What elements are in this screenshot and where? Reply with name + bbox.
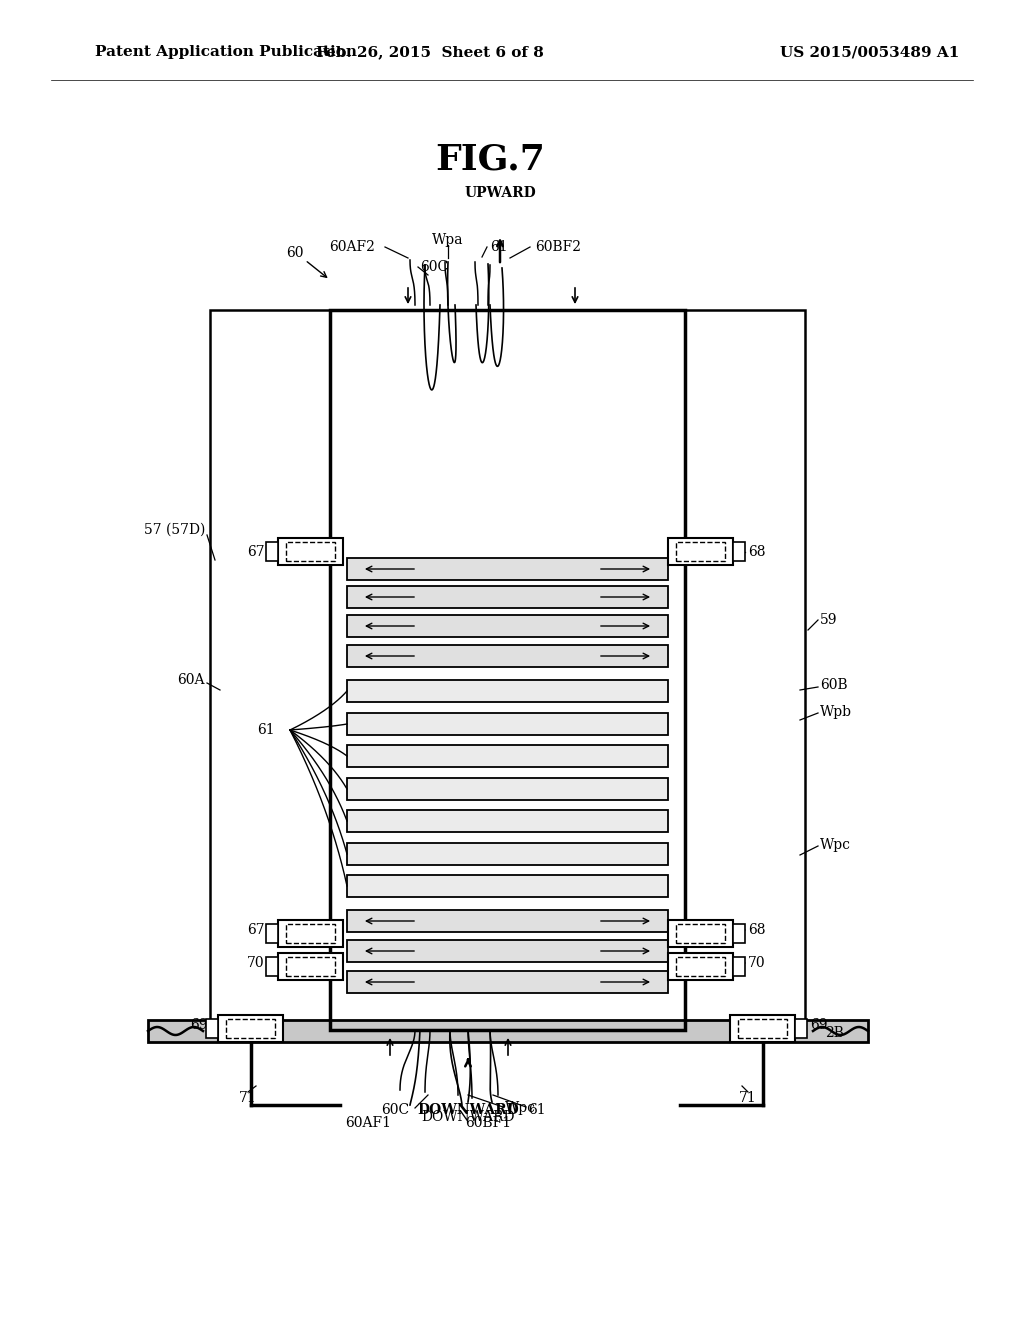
Bar <box>347 615 668 638</box>
Text: Wpb: Wpb <box>820 705 852 719</box>
Bar <box>330 310 685 1030</box>
Bar <box>347 875 668 898</box>
Text: 67: 67 <box>248 545 265 558</box>
Text: 69: 69 <box>190 1018 208 1032</box>
Bar <box>668 539 733 565</box>
Text: 60BF1: 60BF1 <box>465 1115 511 1130</box>
Text: 61: 61 <box>490 240 508 253</box>
Text: 60C: 60C <box>381 1104 409 1117</box>
Text: 2B: 2B <box>825 1026 844 1040</box>
Text: 68: 68 <box>748 545 766 558</box>
Bar <box>347 972 668 993</box>
Text: 60: 60 <box>287 246 304 260</box>
Bar <box>347 713 668 735</box>
Text: UPWARD: UPWARD <box>464 186 536 201</box>
Bar <box>676 957 725 975</box>
Bar <box>148 1020 868 1041</box>
Bar <box>210 310 805 1030</box>
Text: 61: 61 <box>528 1104 546 1117</box>
Bar <box>347 744 668 767</box>
Text: 69: 69 <box>810 1018 827 1032</box>
Text: 61: 61 <box>257 723 275 737</box>
Bar <box>738 1019 787 1038</box>
Bar <box>278 953 343 979</box>
Bar <box>347 586 668 609</box>
Text: Wpc: Wpc <box>820 838 851 851</box>
Bar <box>730 1015 795 1041</box>
Bar <box>218 1015 283 1041</box>
Text: 71: 71 <box>240 1092 257 1105</box>
Bar <box>286 543 335 561</box>
Bar <box>266 957 278 975</box>
Text: 70: 70 <box>248 956 265 970</box>
Bar <box>278 539 343 565</box>
Text: US 2015/0053489 A1: US 2015/0053489 A1 <box>780 45 959 59</box>
Text: DOWNWARD: DOWNWARD <box>417 1104 519 1117</box>
Bar <box>733 543 745 561</box>
Text: 60AF2: 60AF2 <box>329 240 375 253</box>
Bar <box>347 777 668 800</box>
Text: DOWNWARD: DOWNWARD <box>421 1110 515 1125</box>
Text: 60B: 60B <box>820 678 848 692</box>
Text: 71: 71 <box>739 1092 757 1105</box>
Bar <box>347 940 668 962</box>
Bar <box>347 810 668 832</box>
Bar <box>286 924 335 942</box>
Text: FIG.7: FIG.7 <box>435 143 545 177</box>
Text: 60BF2: 60BF2 <box>535 240 581 253</box>
Bar <box>347 843 668 865</box>
Text: Patent Application Publication: Patent Application Publication <box>95 45 357 59</box>
Bar <box>226 1019 275 1038</box>
Text: 57 (57D): 57 (57D) <box>143 523 205 537</box>
Bar <box>347 680 668 702</box>
Text: Wpa: Wpa <box>432 234 464 247</box>
Bar <box>347 909 668 932</box>
Text: 60A: 60A <box>177 673 205 686</box>
Bar <box>278 920 343 946</box>
Text: 68: 68 <box>748 923 766 937</box>
Text: 70: 70 <box>748 956 766 970</box>
Text: 60C: 60C <box>420 260 449 275</box>
Bar <box>733 924 745 942</box>
Bar <box>286 957 335 975</box>
Bar <box>795 1019 807 1038</box>
Bar <box>668 920 733 946</box>
Text: 59: 59 <box>820 612 838 627</box>
Bar <box>347 558 668 579</box>
Bar <box>733 957 745 975</box>
Bar <box>266 543 278 561</box>
Text: 60AF1: 60AF1 <box>345 1115 391 1130</box>
Bar <box>676 543 725 561</box>
Text: 67: 67 <box>248 923 265 937</box>
Text: Wpc: Wpc <box>505 1101 536 1115</box>
Bar <box>676 924 725 942</box>
Bar <box>347 645 668 667</box>
Bar <box>266 924 278 942</box>
Bar <box>206 1019 218 1038</box>
Bar <box>668 953 733 979</box>
Text: Feb. 26, 2015  Sheet 6 of 8: Feb. 26, 2015 Sheet 6 of 8 <box>316 45 544 59</box>
